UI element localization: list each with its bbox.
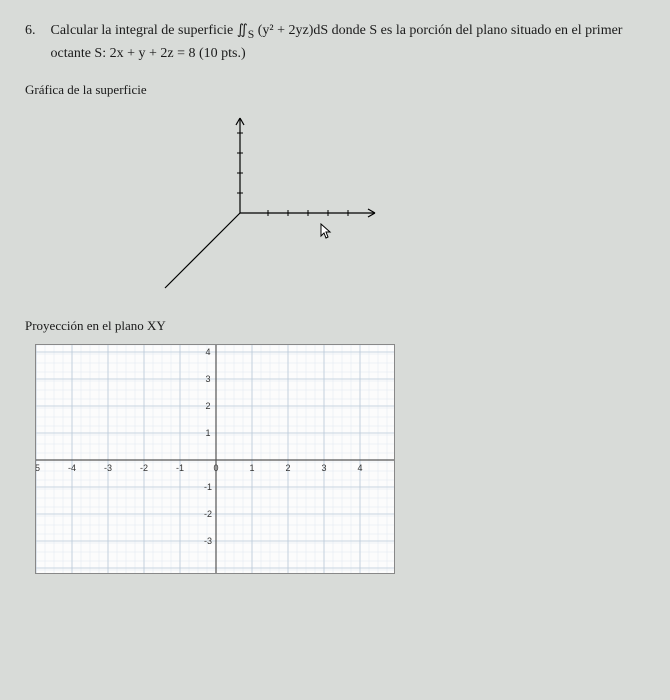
svg-text:-1: -1 <box>176 463 184 473</box>
svg-text:-5: -5 <box>36 463 40 473</box>
svg-text:3: 3 <box>321 463 326 473</box>
problem-number: 6. <box>25 20 47 41</box>
grid-2d-svg: -5-4-3-2-101234-3-2-11234 <box>36 345 394 573</box>
problem-line-1: Calcular la integral de superficie ∬S (y… <box>51 23 623 38</box>
section-title-surface: Gráfica de la superficie <box>25 82 645 98</box>
section-title-projection: Proyección en el plano XY <box>25 318 645 334</box>
svg-text:-2: -2 <box>204 509 212 519</box>
svg-text:1: 1 <box>205 428 210 438</box>
grid-2d-container: -5-4-3-2-101234-3-2-11234 <box>35 344 395 574</box>
svg-text:3: 3 <box>205 374 210 384</box>
svg-text:-1: -1 <box>204 482 212 492</box>
svg-text:0: 0 <box>213 463 218 473</box>
svg-text:2: 2 <box>205 401 210 411</box>
axes-3d-plot <box>145 108 425 308</box>
svg-text:-2: -2 <box>140 463 148 473</box>
cursor-icon <box>320 223 334 246</box>
problem-text: Calcular la integral de superficie ∬S (y… <box>51 20 641 64</box>
svg-text:-3: -3 <box>104 463 112 473</box>
svg-text:2: 2 <box>285 463 290 473</box>
problem-statement: 6. Calcular la integral de superficie ∬S… <box>25 20 645 64</box>
svg-text:4: 4 <box>205 347 210 357</box>
axes-3d-svg <box>145 108 425 308</box>
svg-text:4: 4 <box>357 463 362 473</box>
problem-line-2: octante S: 2x + y + 2z = 8 (10 pts.) <box>51 46 246 61</box>
svg-text:1: 1 <box>249 463 254 473</box>
svg-text:-4: -4 <box>68 463 76 473</box>
svg-text:-3: -3 <box>204 536 212 546</box>
